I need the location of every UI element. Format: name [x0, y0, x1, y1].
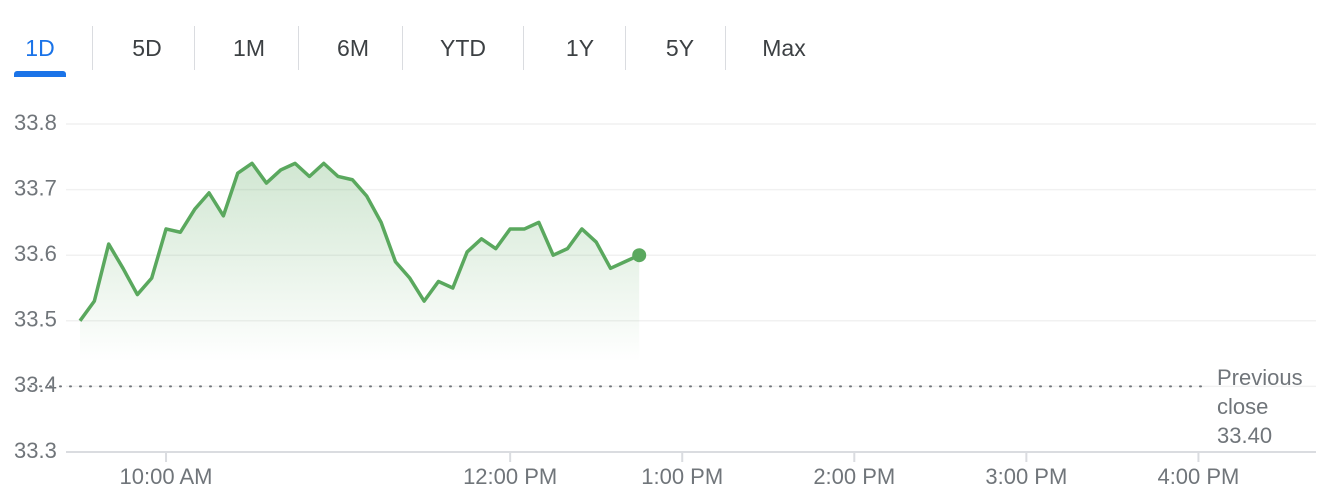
reference-value-label: 33.40	[1217, 423, 1273, 448]
price-line	[78, 161, 640, 322]
x-tick-label: 1:00 PM	[641, 464, 723, 489]
reference-label: Previous close	[1217, 365, 1303, 419]
tab-separator	[523, 26, 524, 70]
range-tab[interactable]: 1D	[25, 35, 55, 61]
tab-separator	[194, 26, 195, 70]
range-tab[interactable]: 1M	[233, 35, 265, 61]
active-tab-underline	[14, 71, 66, 77]
y-tick-label: 33.3	[14, 438, 57, 463]
last-price-dot	[632, 248, 647, 263]
x-tick-label: 10:00 AM	[120, 464, 213, 489]
range-tab[interactable]: Max	[762, 35, 806, 61]
previous-close-label: Previous close 33.40	[1217, 363, 1327, 450]
y-tick-label: 33.8	[14, 110, 57, 135]
tab-separator	[625, 26, 626, 70]
price-area	[80, 163, 640, 362]
y-tick-label: 33.4	[14, 372, 57, 397]
x-tick-label: 4:00 PM	[1157, 464, 1239, 489]
tab-separator	[402, 26, 403, 70]
tab-separator	[92, 26, 93, 70]
x-tick-label: 2:00 PM	[813, 464, 895, 489]
x-tick-label: 12:00 PM	[463, 464, 557, 489]
range-tab[interactable]: 6M	[337, 35, 369, 61]
y-tick-label: 33.7	[14, 175, 57, 200]
range-tab[interactable]: YTD	[440, 35, 486, 61]
y-tick-label: 33.5	[14, 307, 57, 332]
y-tick-label: 33.6	[14, 241, 57, 266]
range-tab[interactable]: 1Y	[565, 35, 595, 61]
x-tick-label: 3:00 PM	[985, 464, 1067, 489]
range-tab[interactable]: 5D	[132, 35, 162, 61]
tab-separator	[725, 26, 726, 70]
range-tab[interactable]: 5Y	[665, 35, 695, 61]
tab-separator	[298, 26, 299, 70]
